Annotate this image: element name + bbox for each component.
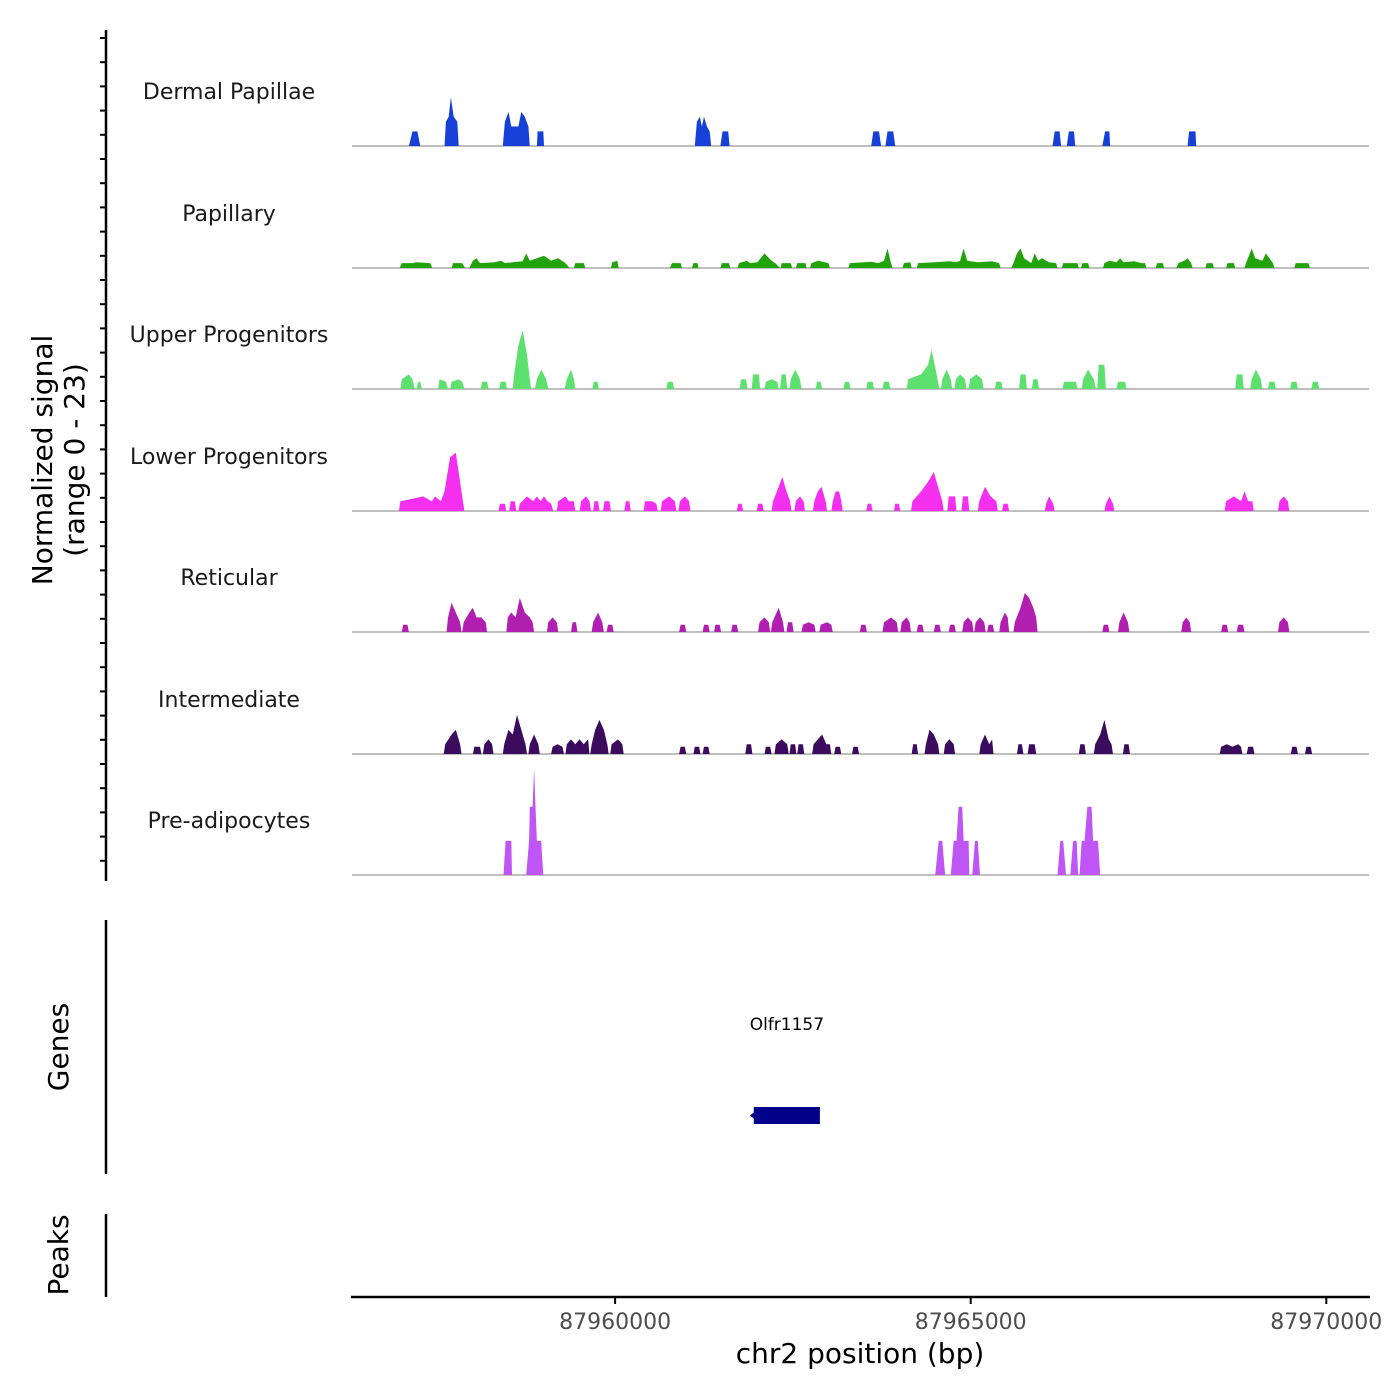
- coverage-area-upper-progenitors: [400, 330, 1320, 389]
- coverage-area-papillary: [399, 248, 1311, 268]
- genes-track-title: Genes: [42, 1003, 75, 1091]
- track-dermal-papillae: [352, 97, 1369, 147]
- coverage-area-pre-adipocytes: [503, 767, 1101, 875]
- gene-body-olfr1157: [753, 1107, 820, 1124]
- track-upper-progenitors: [352, 330, 1369, 390]
- coverage-area-reticular: [401, 593, 1290, 632]
- track-labels: Dermal Papillae Papillary Upper Progenit…: [130, 80, 329, 834]
- coverage-y-axis-ticks: [100, 37, 106, 862]
- x-tick-label: 87960000: [559, 1310, 671, 1335]
- y-axis-title-line2: (range 0 - 23): [58, 363, 91, 557]
- x-tick-label: 87970000: [1270, 1310, 1382, 1335]
- gene-strand-arrow: [749, 1111, 756, 1120]
- track-reticular: [352, 593, 1369, 633]
- x-axis-title: chr2 position (bp): [736, 1337, 985, 1370]
- track-label-dermal-papillae: Dermal Papillae: [143, 80, 315, 105]
- coverage-area-intermediate: [443, 715, 1313, 754]
- track-label-pre-adipocytes: Pre-adipocytes: [148, 809, 311, 834]
- coverage-area-dermal-papillae: [408, 97, 1197, 146]
- track-label-lower-progenitors: Lower Progenitors: [130, 445, 328, 470]
- peaks-track-title: Peaks: [42, 1214, 75, 1295]
- x-axis-ticks: 87960000 87965000 87970000: [559, 1297, 1382, 1335]
- track-papillary: [352, 248, 1369, 269]
- track-label-upper-progenitors: Upper Progenitors: [130, 323, 329, 348]
- track-pre-adipocytes: [352, 767, 1369, 876]
- track-label-intermediate: Intermediate: [158, 688, 300, 713]
- gene-label: Olfr1157: [750, 1015, 824, 1035]
- track-label-papillary: Papillary: [182, 202, 276, 227]
- track-label-reticular: Reticular: [180, 566, 278, 591]
- coverage-area-lower-progenitors: [398, 452, 1290, 511]
- coverage-tracks: [352, 97, 1369, 876]
- y-axis-title-line1: Normalized signal: [26, 335, 59, 586]
- track-lower-progenitors: [352, 452, 1369, 512]
- track-intermediate: [352, 715, 1369, 755]
- x-tick-label: 87965000: [915, 1310, 1027, 1335]
- genes-panel: Olfr1157: [750, 1015, 824, 1124]
